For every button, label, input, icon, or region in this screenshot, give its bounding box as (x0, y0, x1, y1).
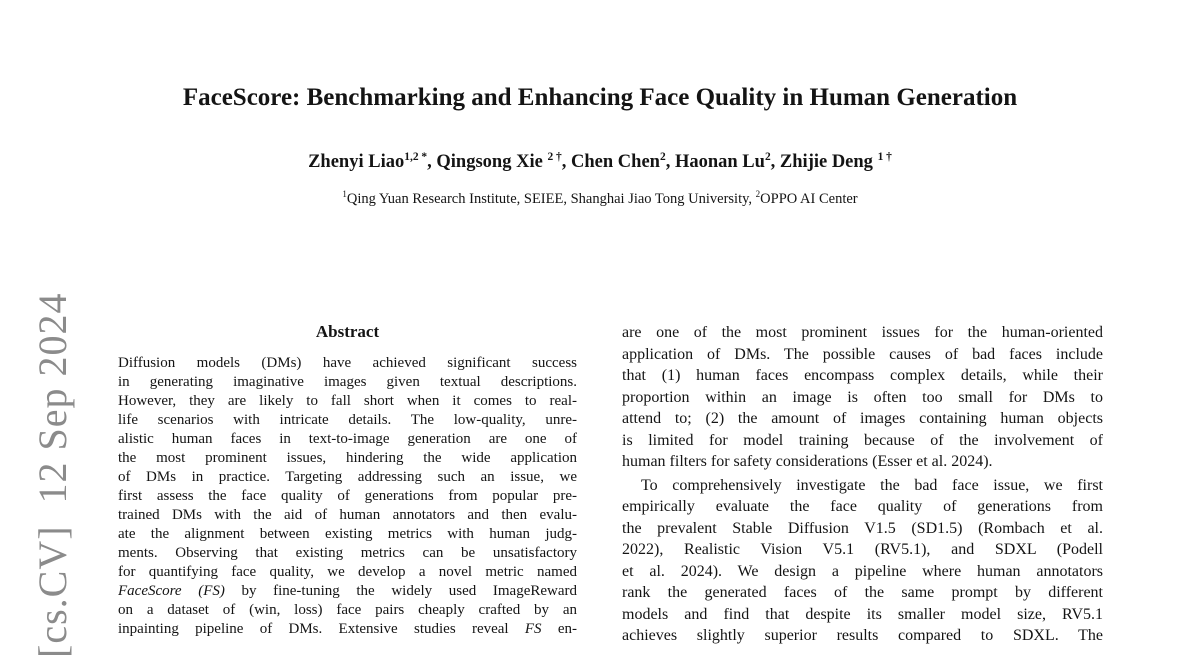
text-line: of DMs in practice. Targeting addressing… (118, 469, 577, 485)
text-line: achieves slightly superior results compa… (622, 627, 1103, 644)
body-paragraph-2: To comprehensively investigate the bad f… (622, 475, 1103, 647)
text-line: the prevalent Stable Diffusion V1.5 (SD1… (622, 519, 1103, 537)
text-line: 2022), Realistic Vision V5.1 (RV5.1), an… (622, 541, 1103, 558)
text-line: application of DMs. The possible causes … (622, 345, 1103, 363)
arxiv-category-date-watermark: [cs.CV] 12 Sep 2024 (30, 292, 75, 658)
text-line: et al. 2024). We design a pipeline where… (622, 562, 1103, 580)
text-line: Diffusion models (DMs) have achieved sig… (118, 355, 577, 371)
text-line: inpainting pipeline of DMs. Extensive st… (118, 621, 577, 637)
text-line: attend to; (2) the amount of images cont… (622, 410, 1103, 427)
abstract-body: Diffusion models (DMs) have achieved sig… (118, 354, 577, 639)
text-line: models and find that despite its smaller… (622, 605, 1103, 623)
text-line: To comprehensively investigate the bad f… (641, 476, 1103, 494)
abstract-heading: Abstract (315, 322, 380, 341)
text-line: is limited for model training because of… (622, 431, 1103, 449)
text-line: ate the alignment between existing metri… (118, 526, 577, 542)
text-line: trained DMs with the aid of human annota… (118, 507, 577, 523)
text-line: the most prominent issues, hindering the… (118, 450, 577, 466)
text-line: proportion within an image is often too … (622, 388, 1103, 406)
text-line: in generating imaginative images given t… (118, 374, 577, 390)
text-line: are one of the most prominent issues for… (622, 324, 1103, 341)
right-column: are one of the most prominent issues for… (622, 322, 1103, 647)
text-line: human filters for safety considerations … (622, 453, 993, 470)
body-paragraph-1: are one of the most prominent issues for… (622, 322, 1103, 473)
paper-title: FaceScore: Benchmarking and Enhancing Fa… (182, 84, 1018, 111)
text-line: for quantifying face quality, we develop… (118, 564, 577, 580)
text-line: first assess the face quality of generat… (118, 488, 577, 504)
text-line: that (1) human faces encompass complex d… (622, 367, 1103, 384)
text-line: ments. Observing that existing metrics c… (118, 545, 577, 561)
text-line: FaceScore (FS) by fine-tuning the widely… (118, 583, 577, 599)
text-line: on a dataset of (win, loss) face pairs c… (118, 602, 577, 618)
text-line: empirically evaluate the face quality of… (622, 498, 1103, 515)
author-line: Zhenyi Liao1,2 *, Qingsong Xie 2 †, Chen… (308, 150, 892, 172)
abstract-column: Abstract Diffusion models (DMs) have ach… (118, 322, 577, 639)
text-line: life scenarios with intricate details. T… (118, 412, 577, 428)
text-line: However, they are likely to fall short w… (118, 393, 577, 409)
text-line: rank the generated faces of the same pro… (622, 584, 1103, 601)
text-line: alistic human faces in text-to-image gen… (118, 431, 577, 447)
affiliation-line: 1Qing Yuan Research Institute, SEIEE, Sh… (342, 189, 858, 207)
